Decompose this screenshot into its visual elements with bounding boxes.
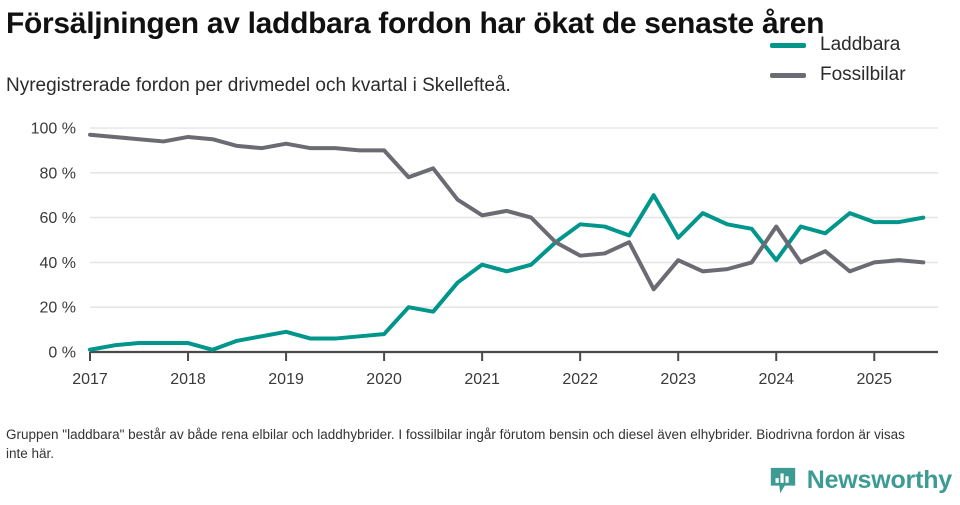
- x-axis-tick-label: 2021: [464, 371, 500, 388]
- line-chart-svg: 0 % 20 % 40 % 60 % 80 % 100 % 2017 2018 2019 2020…: [31, 121, 938, 388]
- legend-item-fossilbilar[interactable]: Fossilbilar: [770, 60, 950, 90]
- legend-swatch-laddbara: [770, 42, 806, 48]
- chart-plot-area: 0 % 20 % 40 % 60 % 80 % 100 % 2017 2018 2019 2020…: [0, 112, 960, 402]
- legend-label-fossilbilar: Fossilbilar: [820, 64, 906, 85]
- chart-legend: Laddbara Fossilbilar: [770, 30, 950, 90]
- x-axis-tick-label: 2022: [562, 371, 598, 388]
- x-axis-tick-label: 2019: [268, 371, 304, 388]
- y-axis-tick-label: 60 %: [40, 210, 76, 227]
- y-axis-tick-label: 20 %: [40, 300, 76, 317]
- series-line-laddbara: [88, 193, 926, 352]
- series-line-fossilbilar: [88, 132, 926, 292]
- bar-chart-bubble-icon: [770, 467, 795, 494]
- y-axis-tick-label: 100 %: [31, 121, 76, 138]
- chart-footnote: Gruppen "laddbara" består av både rena e…: [6, 427, 905, 461]
- legend-label-laddbara: Laddbara: [820, 34, 901, 55]
- x-axis-tick-label: 2024: [758, 371, 794, 388]
- x-axis-tick-label: 2020: [366, 371, 402, 388]
- page-title: Försäljningen av laddbara fordon har öka…: [6, 7, 825, 40]
- x-axis-tick-label: 2023: [660, 371, 696, 388]
- brand-name-label: Newsworthy: [806, 465, 952, 494]
- y-axis-tick-label: 40 %: [40, 255, 76, 272]
- y-axis-tick-label: 80 %: [40, 165, 76, 182]
- x-axis-tick-label: 2018: [170, 371, 206, 388]
- legend-swatch-fossilbilar: [770, 72, 806, 78]
- chart-subtitle: Nyregistrerade fordon per drivmedel och …: [6, 75, 511, 96]
- x-axis-tick-label: 2017: [72, 371, 108, 388]
- newsworthy-logo: Newsworthy: [768, 465, 952, 495]
- legend-item-laddbara[interactable]: Laddbara: [770, 30, 950, 60]
- y-axis-tick-label: 0 %: [48, 345, 76, 362]
- x-axis-tick-label: 2025: [856, 371, 892, 388]
